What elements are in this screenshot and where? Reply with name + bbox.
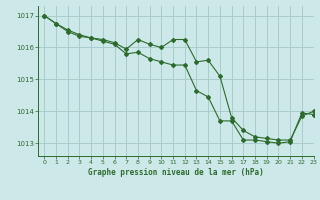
X-axis label: Graphe pression niveau de la mer (hPa): Graphe pression niveau de la mer (hPa): [88, 168, 264, 177]
